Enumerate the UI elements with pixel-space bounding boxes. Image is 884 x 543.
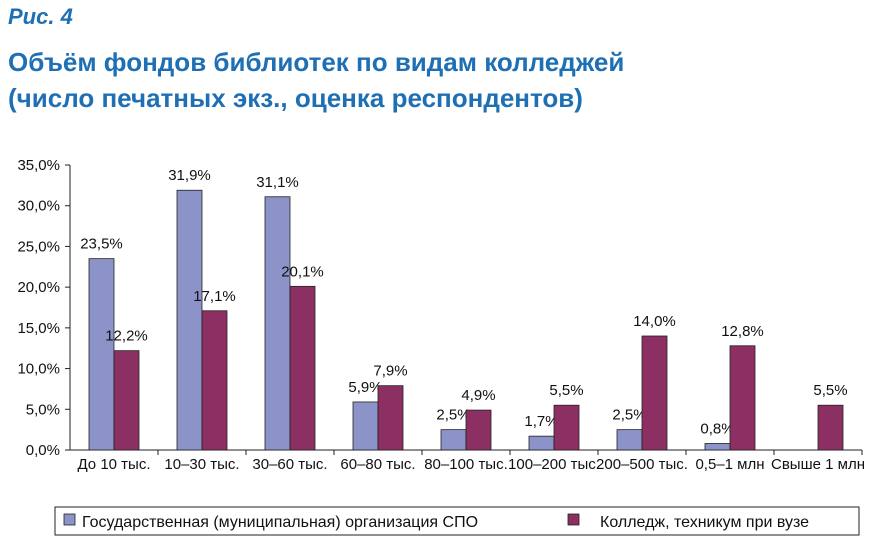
x-tick-label: 0,5–1 млн bbox=[695, 456, 764, 473]
chart-title-line2: (число печатных экз., оценка респонденто… bbox=[8, 83, 583, 113]
chart-title-line1: Объём фондов библиотек по видам колледже… bbox=[8, 47, 625, 77]
chart-title: Объём фондов библиотек по видам колледже… bbox=[8, 44, 624, 116]
data-label: 31,9% bbox=[168, 167, 211, 184]
x-tick-label: 200–500 тыс. bbox=[596, 456, 688, 473]
legend-label-series2: Колледж, техникум при вузе bbox=[600, 514, 809, 531]
bar-series2 bbox=[817, 404, 844, 451]
data-label: 1,7% bbox=[524, 413, 558, 430]
data-label: 4,9% bbox=[461, 387, 495, 404]
x-tick-label: Свыше 1 млн bbox=[771, 456, 865, 473]
data-label: 14,0% bbox=[633, 313, 676, 330]
y-tick-label: 0,0% bbox=[26, 442, 60, 459]
bar-series2 bbox=[289, 285, 316, 451]
y-tick-label: 10,0% bbox=[17, 361, 60, 378]
bar-series1 bbox=[88, 258, 115, 451]
x-tick-label: 10–30 тыс. bbox=[164, 456, 239, 473]
bar-series1 bbox=[176, 189, 203, 451]
data-label: 31,1% bbox=[256, 174, 299, 191]
data-label: 5,5% bbox=[813, 382, 847, 399]
bar-series2 bbox=[377, 385, 404, 451]
bar-series2 bbox=[465, 409, 492, 451]
x-tick-label: 60–80 тыс. bbox=[340, 456, 415, 473]
bar-series1 bbox=[352, 401, 379, 451]
data-label: 2,5% bbox=[612, 407, 646, 424]
data-label: 20,1% bbox=[281, 263, 324, 280]
legend-label-series1: Государственная (муниципальная) организа… bbox=[82, 514, 478, 531]
figure-label: Рис. 4 bbox=[8, 4, 73, 29]
y-tick-label: 5,0% bbox=[26, 401, 60, 418]
bar-series2 bbox=[553, 404, 580, 451]
y-tick-label: 35,0% bbox=[17, 157, 60, 174]
x-tick-label: До 10 тыс. bbox=[77, 456, 150, 473]
y-tick-label: 15,0% bbox=[17, 320, 60, 337]
bar-series2 bbox=[113, 350, 140, 451]
data-label: 12,2% bbox=[105, 328, 148, 345]
legend-swatch-series2 bbox=[567, 513, 580, 526]
bar-series2 bbox=[641, 335, 668, 451]
y-tick-label: 30,0% bbox=[17, 198, 60, 215]
x-tick-label: 80–100 тыс. bbox=[424, 456, 508, 473]
legend-box bbox=[54, 506, 860, 536]
bar-series1 bbox=[440, 429, 467, 451]
x-tick-label: 100–200 тыс. bbox=[508, 456, 600, 473]
y-tick-label: 20,0% bbox=[17, 279, 60, 296]
data-label: 5,9% bbox=[348, 379, 382, 396]
data-label: 2,5% bbox=[436, 407, 470, 424]
bar-series1 bbox=[616, 429, 643, 451]
data-label: 12,8% bbox=[721, 323, 764, 340]
data-label: 7,9% bbox=[373, 363, 407, 380]
bar-series1 bbox=[704, 443, 731, 451]
legend-swatch-series1 bbox=[63, 513, 76, 526]
data-label: 0,8% bbox=[700, 420, 734, 437]
y-tick-label: 25,0% bbox=[17, 238, 60, 255]
bar-series2 bbox=[201, 310, 228, 451]
bar-series1 bbox=[528, 435, 555, 451]
data-label: 17,1% bbox=[193, 288, 236, 305]
data-label: 5,5% bbox=[549, 382, 583, 399]
bar-series1 bbox=[264, 196, 291, 451]
bar-series2 bbox=[729, 345, 756, 451]
x-tick-label: 30–60 тыс. bbox=[252, 456, 327, 473]
data-label: 23,5% bbox=[80, 236, 123, 253]
